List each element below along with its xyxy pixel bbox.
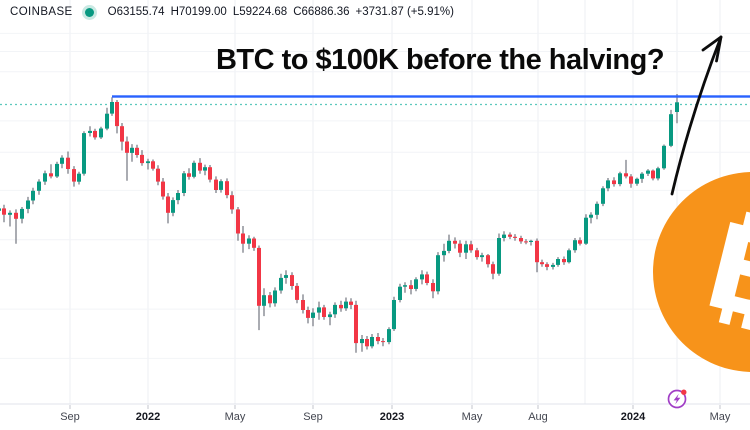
time-axis-label: 2024	[620, 411, 646, 423]
time-axis-label: May	[224, 411, 246, 423]
time-axis-label: Sep	[303, 411, 323, 423]
lightning-icon[interactable]	[667, 389, 687, 409]
time-axis-label: May	[709, 411, 731, 423]
trend-arrow	[670, 35, 723, 196]
resistance-line[interactable]	[112, 95, 750, 98]
ohlc-close: C66886.36	[293, 6, 350, 18]
ohlc-low: L59224.68	[232, 6, 288, 18]
market-status-dot	[84, 7, 94, 17]
ohlc-open: O63155.74	[107, 6, 165, 18]
ohlc-high: H70199.00	[170, 6, 227, 18]
meme-headline: BTC to $100K before the halving?	[215, 44, 665, 76]
time-axis-label: Sep	[60, 411, 80, 423]
candlestick-series	[0, 94, 679, 353]
ohlc-change: +3731.87 (+5.91%)	[355, 6, 454, 18]
time-axis-label: 2022	[135, 411, 161, 423]
bitcoin-logo: B	[653, 172, 750, 372]
symbol-legend: COINBASE O63155.74 H70199.00 L59224.68 C…	[10, 4, 460, 20]
exchange-name[interactable]: COINBASE	[10, 6, 73, 18]
time-axis-label: 2023	[379, 411, 405, 423]
time-axis-label: May	[461, 411, 483, 423]
notification-dot	[681, 389, 687, 395]
time-axis-label: Aug	[528, 411, 548, 423]
